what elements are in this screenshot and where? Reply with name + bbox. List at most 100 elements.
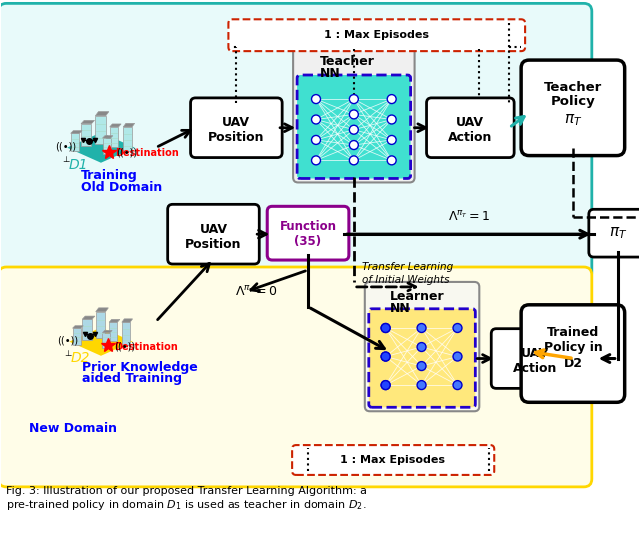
Text: $\Lambda^{\pi_T}=0$: $\Lambda^{\pi_T}=0$ [236,285,278,299]
Text: Policy: Policy [550,96,595,108]
Text: $\pi_T$: $\pi_T$ [564,112,582,128]
Polygon shape [122,319,132,322]
FancyBboxPatch shape [521,305,625,402]
Text: D1: D1 [68,158,88,172]
Text: 1 : Max Episodes: 1 : Max Episodes [324,30,429,40]
Text: ⊥: ⊥ [62,155,69,164]
Polygon shape [72,326,83,328]
Text: Position: Position [208,131,264,144]
Circle shape [349,125,358,134]
Text: Trained: Trained [547,326,599,339]
Polygon shape [83,319,92,340]
Text: Old Domain: Old Domain [81,181,162,194]
FancyBboxPatch shape [0,3,592,280]
Polygon shape [67,133,135,163]
FancyBboxPatch shape [268,206,349,260]
Text: Position: Position [185,238,242,251]
Polygon shape [122,322,130,345]
Circle shape [453,381,462,389]
Polygon shape [109,124,121,127]
Text: (35): (35) [294,235,322,248]
Text: UAV: UAV [521,347,549,360]
Text: NN: NN [390,302,410,315]
Text: ((•)): ((•)) [115,341,136,351]
Circle shape [417,381,426,389]
Text: D2: D2 [70,351,90,365]
Text: of Initial Weights: of Initial Weights [362,275,449,285]
Polygon shape [70,133,79,151]
Polygon shape [70,130,82,133]
FancyBboxPatch shape [191,98,282,157]
Circle shape [387,115,396,124]
Polygon shape [109,322,117,341]
Circle shape [312,156,321,165]
Text: UAV: UAV [222,116,250,129]
FancyBboxPatch shape [293,45,415,183]
FancyBboxPatch shape [369,309,476,407]
Polygon shape [69,328,132,356]
Circle shape [381,381,390,389]
FancyBboxPatch shape [426,98,514,157]
FancyBboxPatch shape [521,60,625,156]
Text: UAV: UAV [200,223,227,236]
Polygon shape [96,312,106,338]
Text: ⊥: ⊥ [65,349,72,358]
Text: NN: NN [320,67,340,79]
FancyBboxPatch shape [292,445,494,475]
Circle shape [453,352,462,361]
Circle shape [312,115,321,124]
FancyBboxPatch shape [492,329,579,388]
Circle shape [387,156,396,165]
Polygon shape [83,316,95,319]
Polygon shape [102,332,110,347]
FancyBboxPatch shape [168,205,259,264]
Circle shape [349,156,358,165]
Polygon shape [96,308,108,312]
Text: Training: Training [81,169,138,182]
Text: Teacher: Teacher [544,82,602,95]
Circle shape [417,361,426,371]
Text: D2: D2 [563,357,582,370]
FancyBboxPatch shape [297,75,411,178]
Polygon shape [124,124,134,127]
Polygon shape [72,328,81,345]
Circle shape [387,135,396,144]
Text: New Domain: New Domain [29,422,117,434]
FancyBboxPatch shape [228,19,525,51]
Polygon shape [102,136,113,138]
Text: Policy in: Policy in [543,341,602,354]
Text: ((•)): ((•)) [58,336,79,346]
Circle shape [387,95,396,104]
Text: Teacher: Teacher [320,55,375,68]
Circle shape [453,323,462,332]
Circle shape [381,323,390,332]
Polygon shape [102,138,111,154]
FancyBboxPatch shape [0,267,592,487]
Polygon shape [102,330,112,332]
Circle shape [312,135,321,144]
Text: Transfer Learning: Transfer Learning [362,262,453,272]
Circle shape [349,141,358,149]
Polygon shape [109,127,118,147]
Polygon shape [81,124,92,146]
Circle shape [349,110,358,119]
Text: Destination: Destination [115,148,179,158]
Polygon shape [81,120,95,124]
Polygon shape [95,116,106,144]
Polygon shape [109,320,120,322]
Circle shape [381,352,390,361]
Text: Fig. 3: Illustration of our proposed Transfer Learning Algorithm: a
pre-trained : Fig. 3: Illustration of our proposed Tra… [6,486,367,512]
Polygon shape [124,127,132,151]
Text: Prior Knowledge: Prior Knowledge [82,361,198,374]
Polygon shape [95,112,109,116]
Circle shape [381,352,390,361]
Text: Function: Function [280,220,337,233]
Circle shape [417,323,426,332]
Circle shape [349,95,358,104]
Text: aided Training: aided Training [82,373,182,386]
Text: Learner: Learner [390,291,444,303]
FancyBboxPatch shape [589,209,640,257]
Text: ((•)): ((•)) [116,147,137,157]
Text: $\pi_T$: $\pi_T$ [609,226,627,241]
Text: ((•)): ((•)) [55,142,76,152]
